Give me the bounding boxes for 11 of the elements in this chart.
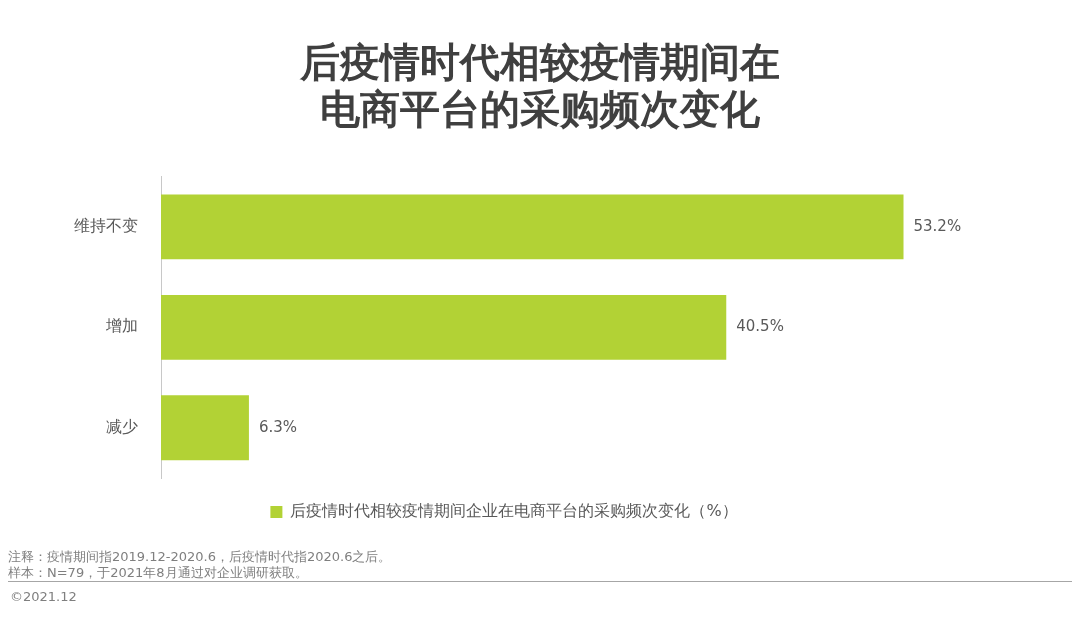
legend-label: 后疫情时代相较疫情期间企业在电商平台的采购频次变化（%）	[290, 501, 738, 521]
text: 注释：疫情期间指2019.12-2020.6，后疫情时代指2020.6之后。	[8, 549, 392, 565]
text: 样本：N=79，于2021年8月通过对企业调研获取。	[8, 565, 309, 581]
y-tick-label: 减少	[106, 416, 138, 436]
data-label: 6.3%	[258, 417, 298, 436]
data-label: 40.5%	[736, 317, 784, 336]
chart-title: 后疫情时代相较疫情期间在电商平台的采购频次变化	[299, 39, 781, 133]
text: ©2021.12	[10, 589, 77, 605]
data-label: 53.2%	[913, 216, 962, 235]
y-tick-label: 增加	[105, 316, 138, 336]
y-tick-label: 维持不变	[74, 215, 138, 235]
